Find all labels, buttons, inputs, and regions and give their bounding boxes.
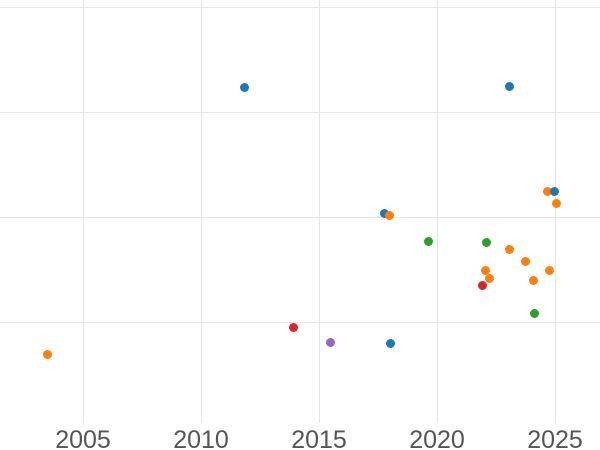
scatter-point	[42, 349, 52, 359]
scatter-point	[481, 237, 491, 247]
scatter-point	[384, 210, 394, 220]
scatter-point	[544, 265, 554, 275]
scatter-point	[239, 82, 249, 92]
scatter-point	[477, 280, 487, 290]
scatter-point	[549, 186, 559, 196]
scatter-point	[520, 256, 530, 266]
scatter-point	[504, 81, 514, 91]
gridline-horizontal	[0, 112, 600, 113]
scatter-point	[379, 208, 389, 218]
scatter-point	[480, 265, 490, 275]
gridline-horizontal	[0, 217, 600, 218]
scatter-point	[288, 322, 298, 332]
scatter-point	[484, 273, 494, 283]
scatter-point	[551, 198, 561, 208]
x-tick-label: 2025	[527, 426, 583, 450]
scatter-point	[325, 337, 335, 347]
gridline-vertical	[319, 0, 320, 423]
gridline-vertical	[555, 0, 556, 423]
gridline-vertical	[83, 0, 84, 423]
scatter-point	[423, 236, 433, 246]
x-tick-label: 2005	[55, 426, 111, 450]
gridline-vertical	[437, 0, 438, 423]
x-tick-label: 2020	[409, 426, 465, 450]
scatter-point	[504, 244, 514, 254]
scatter-point	[528, 275, 538, 285]
scatter-point	[385, 338, 395, 348]
gridline-vertical	[201, 0, 202, 423]
gridline-horizontal	[0, 7, 600, 8]
x-tick-label: 2010	[173, 426, 229, 450]
gridline-horizontal	[0, 322, 600, 323]
scatter-point	[542, 186, 552, 196]
x-tick-label: 2015	[291, 426, 347, 450]
scatter-point	[529, 308, 539, 318]
